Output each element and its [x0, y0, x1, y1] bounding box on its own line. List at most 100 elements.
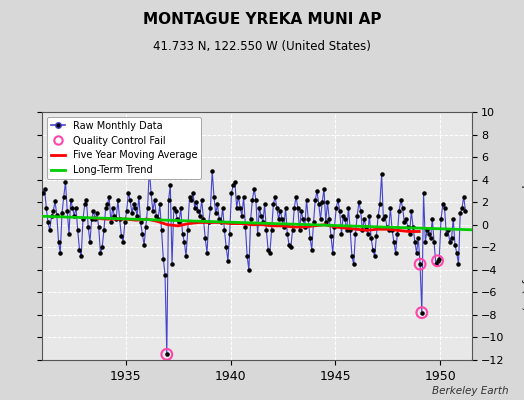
Point: [170, 205, 178, 211]
Point: [421, 238, 430, 245]
Point: [185, 193, 194, 200]
Point: [454, 261, 463, 267]
Point: [257, 212, 265, 219]
Point: [283, 230, 291, 237]
Point: [135, 193, 143, 200]
Point: [416, 261, 424, 267]
Point: [325, 216, 333, 222]
Point: [461, 208, 470, 214]
Point: [162, 351, 171, 358]
Point: [182, 253, 190, 260]
Point: [91, 216, 100, 222]
Point: [140, 242, 148, 248]
Text: MONTAGUE YREKA MUNI AP: MONTAGUE YREKA MUNI AP: [143, 12, 381, 27]
Point: [411, 238, 419, 245]
Point: [423, 227, 431, 234]
Point: [266, 250, 274, 256]
Point: [356, 208, 365, 214]
Point: [433, 258, 442, 264]
Point: [337, 230, 346, 237]
Point: [259, 219, 267, 226]
Point: [133, 212, 141, 219]
Point: [393, 230, 401, 237]
Point: [79, 216, 87, 222]
Point: [124, 190, 133, 196]
Point: [316, 216, 325, 222]
Point: [458, 205, 466, 211]
Point: [419, 190, 428, 196]
Point: [267, 227, 276, 234]
Point: [194, 208, 202, 214]
Point: [222, 244, 231, 250]
Point: [243, 253, 252, 260]
Point: [428, 216, 436, 222]
Point: [49, 208, 58, 214]
Point: [335, 208, 344, 214]
Point: [285, 242, 293, 248]
Point: [52, 211, 61, 218]
Point: [344, 205, 353, 211]
Point: [444, 227, 452, 234]
Point: [424, 230, 433, 237]
Point: [348, 253, 356, 260]
Point: [262, 227, 270, 234]
Point: [98, 244, 106, 250]
Point: [144, 205, 152, 211]
Point: [376, 201, 384, 208]
Point: [418, 310, 426, 316]
Point: [292, 193, 300, 200]
Point: [165, 197, 173, 203]
Point: [150, 197, 159, 203]
Point: [334, 197, 342, 203]
Point: [75, 246, 84, 253]
Point: [141, 224, 150, 230]
Point: [439, 201, 447, 208]
Point: [397, 197, 405, 203]
Point: [110, 212, 118, 219]
Point: [161, 272, 169, 279]
Point: [299, 216, 307, 222]
Point: [313, 188, 321, 194]
Point: [320, 186, 328, 192]
Point: [40, 186, 49, 192]
Point: [189, 190, 197, 196]
Point: [58, 210, 66, 217]
Point: [81, 201, 89, 208]
Point: [171, 208, 180, 214]
Point: [96, 250, 105, 256]
Point: [453, 250, 461, 256]
Point: [367, 235, 375, 242]
Point: [254, 230, 262, 237]
Point: [187, 197, 195, 203]
Point: [293, 205, 302, 211]
Point: [44, 219, 52, 226]
Point: [100, 227, 108, 234]
Legend: Raw Monthly Data, Quality Control Fail, Five Year Moving Average, Long-Term Tren: Raw Monthly Data, Quality Control Fail, …: [47, 117, 201, 179]
Point: [178, 230, 187, 237]
Point: [89, 208, 97, 214]
Point: [115, 216, 124, 222]
Point: [355, 199, 363, 205]
Point: [255, 205, 264, 211]
Point: [159, 255, 168, 262]
Point: [241, 224, 249, 230]
Point: [339, 212, 347, 219]
Point: [246, 216, 255, 222]
Point: [332, 205, 341, 211]
Point: [435, 255, 443, 262]
Point: [129, 201, 138, 208]
Point: [136, 219, 145, 226]
Point: [414, 235, 422, 242]
Point: [272, 205, 281, 211]
Point: [346, 227, 354, 234]
Point: [51, 198, 59, 204]
Point: [280, 224, 288, 230]
Point: [301, 224, 309, 230]
Point: [365, 212, 374, 219]
Point: [456, 210, 464, 217]
Point: [173, 216, 181, 222]
Point: [70, 212, 79, 219]
Point: [204, 219, 213, 226]
Point: [308, 246, 316, 253]
Point: [390, 238, 398, 245]
